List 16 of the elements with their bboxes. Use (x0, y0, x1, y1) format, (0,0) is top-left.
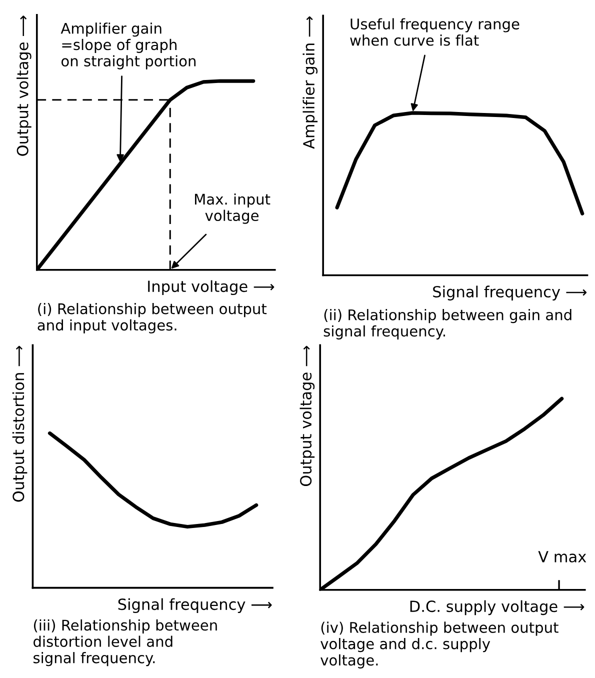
text: (iii) Relationship between distortion level and signal frequency. (34, 619, 217, 666)
text: (iv) Relationship between output voltage and d.c. supply voltage. (320, 622, 558, 668)
x-axis-title: Signal frequency ⟶ (118, 598, 272, 614)
y-axis-title: Output voltage ⟶ (16, 16, 32, 156)
text: (ii) Relationship between gain and signal frequency. (324, 309, 572, 340)
text: (i) Relationship between output and input voltages. (38, 302, 267, 334)
y-axis-title: Output voltage ⟶ (300, 346, 315, 486)
x-axis-title: Signal frequency ⟶ (433, 286, 587, 300)
text: Amplifier gain =slope of graph on straight portion (60, 22, 196, 70)
annotation: V max (538, 551, 586, 562)
y-axis-title: Output distortion ⟶ (12, 346, 28, 502)
y-axis-title: Amplifier gain ⟶ (302, 16, 318, 149)
x-axis-title: D.C. supply voltage ⟶ (410, 600, 584, 616)
annotation: Max. input voltage (195, 193, 270, 224)
text: Useful frequency range when curve is flat (350, 18, 520, 46)
x-axis-title: Input voltage ⟶ (148, 280, 274, 296)
